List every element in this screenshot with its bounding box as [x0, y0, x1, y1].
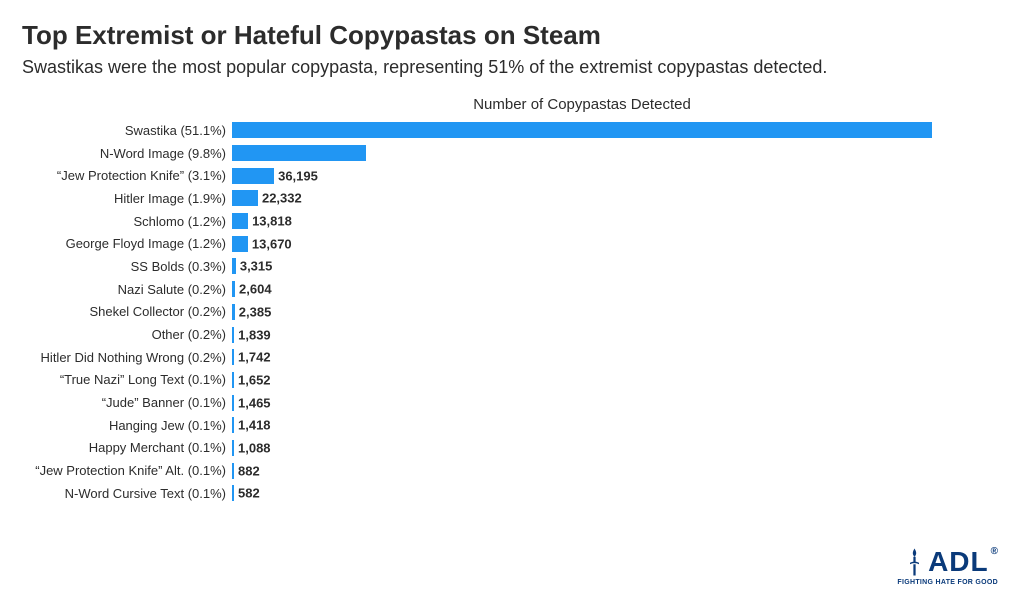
bar: [232, 417, 234, 433]
bar: [232, 190, 258, 206]
bar-value-label: 601,901: [945, 123, 992, 138]
bar-plot-area: 882: [232, 463, 998, 479]
bar-value-label: 1,839: [238, 327, 271, 342]
bar-plot-area: 1,418: [232, 417, 998, 433]
bar: [232, 213, 248, 229]
bar-value-label: 1,088: [238, 440, 271, 455]
chart-row: “Jude” Banner (0.1%) 1,465: [22, 391, 998, 414]
chart-row: N-Word Image (9.8%) 115,205: [22, 142, 998, 165]
y-axis-label: “Jew Protection Knife” (3.1%): [22, 168, 232, 183]
bar-plot-area: 3,315: [232, 258, 998, 274]
adl-logo: ADL ® FIGHTING HATE FOR GOOD: [897, 546, 998, 586]
bar-value-label: 2,604: [239, 282, 272, 297]
y-axis-label: Schlomo (1.2%): [22, 214, 232, 229]
bar: [232, 349, 234, 365]
chart-row: N-Word Cursive Text (0.1%) 582: [22, 482, 998, 505]
bar: [232, 281, 235, 297]
bar-plot-area: 1,742: [232, 349, 998, 365]
chart-row: Swastika (51.1%) 601,901: [22, 119, 998, 142]
bar-plot-area: 1,088: [232, 440, 998, 456]
bar-value-label: 1,465: [238, 395, 271, 410]
bar-plot-area: 582: [232, 485, 998, 501]
chart-row: George Floyd Image (1.2%) 13,670: [22, 232, 998, 255]
y-axis-label: Other (0.2%): [22, 327, 232, 342]
bar: [232, 145, 366, 161]
bar-value-label: 1,418: [238, 418, 271, 433]
y-axis-label: Hanging Jew (0.1%): [22, 418, 232, 433]
chart-subtitle: Swastikas were the most popular copypast…: [22, 57, 998, 78]
bar: [232, 168, 274, 184]
y-axis-label: “Jew Protection Knife” Alt. (0.1%): [22, 463, 232, 478]
bar-plot-area: 2,385: [232, 304, 998, 320]
chart-row: Hitler Did Nothing Wrong (0.2%) 1,742: [22, 346, 998, 369]
chart-row: “Jew Protection Knife” Alt. (0.1%) 882: [22, 459, 998, 482]
chart-row: “Jew Protection Knife” (3.1%) 36,195: [22, 164, 998, 187]
chart-row: “True Nazi” Long Text (0.1%) 1,652: [22, 369, 998, 392]
bar-value-label: 1,652: [238, 372, 271, 387]
bar-plot-area: 1,465: [232, 395, 998, 411]
y-axis-label: “Jude” Banner (0.1%): [22, 395, 232, 410]
y-axis-label: Swastika (51.1%): [22, 123, 232, 138]
chart-row: Happy Merchant (0.1%) 1,088: [22, 437, 998, 460]
bar-plot-area: 1,839: [232, 327, 998, 343]
bar: [232, 372, 234, 388]
bar-value-label: 2,385: [239, 304, 272, 319]
chart-row: Nazi Salute (0.2%) 2,604: [22, 278, 998, 301]
bar-plot-area: 601,901: [232, 122, 998, 138]
bar: [232, 258, 236, 274]
chart-row: Shekel Collector (0.2%) 2,385: [22, 301, 998, 324]
y-axis-label: N-Word Image (9.8%): [22, 146, 232, 161]
bar-plot-area: 1,652: [232, 372, 998, 388]
bar-plot-area: 13,818: [232, 213, 998, 229]
bar-value-label: 882: [238, 463, 260, 478]
bar: [232, 463, 234, 479]
bar: [232, 440, 234, 456]
y-axis-label: Shekel Collector (0.2%): [22, 304, 232, 319]
bar-plot-area: 13,670: [232, 236, 998, 252]
y-axis-label: N-Word Cursive Text (0.1%): [22, 486, 232, 501]
y-axis-label: Hitler Did Nothing Wrong (0.2%): [22, 350, 232, 365]
bar-plot-area: 22,332: [232, 190, 998, 206]
y-axis-label: Hitler Image (1.9%): [22, 191, 232, 206]
bar: [232, 236, 248, 252]
bar-value-label: 13,818: [252, 214, 292, 229]
bar-plot-area: 36,195: [232, 168, 998, 184]
y-axis-label: Happy Merchant (0.1%): [22, 440, 232, 455]
chart-row: Hanging Jew (0.1%) 1,418: [22, 414, 998, 437]
y-axis-label: Nazi Salute (0.2%): [22, 282, 232, 297]
bar: [232, 304, 235, 320]
logo-text: ADL: [928, 546, 989, 578]
logo-tagline: FIGHTING HATE FOR GOOD: [897, 579, 998, 586]
bar-value-label: 13,670: [252, 236, 292, 251]
bar-value-label: 1,742: [238, 350, 271, 365]
bar: [232, 485, 234, 501]
candle-icon: [907, 546, 922, 578]
bar-value-label: 3,315: [240, 259, 273, 274]
chart-title: Top Extremist or Hateful Copypastas on S…: [22, 20, 998, 51]
chart-row: Other (0.2%) 1,839: [22, 323, 998, 346]
chart-row: SS Bolds (0.3%) 3,315: [22, 255, 998, 278]
bar-value-label: 582: [238, 486, 260, 501]
y-axis-label: George Floyd Image (1.2%): [22, 236, 232, 251]
bar-value-label: 115,205: [380, 146, 426, 161]
bar-plot-area: 115,205: [232, 145, 998, 161]
logo-registered: ®: [991, 546, 998, 557]
y-axis-label: SS Bolds (0.3%): [22, 259, 232, 274]
chart-row: Schlomo (1.2%) 13,818: [22, 210, 998, 233]
chart-row: Hitler Image (1.9%) 22,332: [22, 187, 998, 210]
bar-chart: Swastika (51.1%) 601,901 N-Word Image (9.8…: [22, 119, 998, 505]
bar: [232, 327, 234, 343]
bar-value-label: 36,195: [278, 168, 318, 183]
bar-value-label: 22,332: [262, 191, 302, 206]
bar: [232, 122, 932, 138]
bar-plot-area: 2,604: [232, 281, 998, 297]
x-axis-title: Number of Copypastas Detected: [232, 96, 932, 113]
bar: [232, 395, 234, 411]
y-axis-label: “True Nazi” Long Text (0.1%): [22, 372, 232, 387]
